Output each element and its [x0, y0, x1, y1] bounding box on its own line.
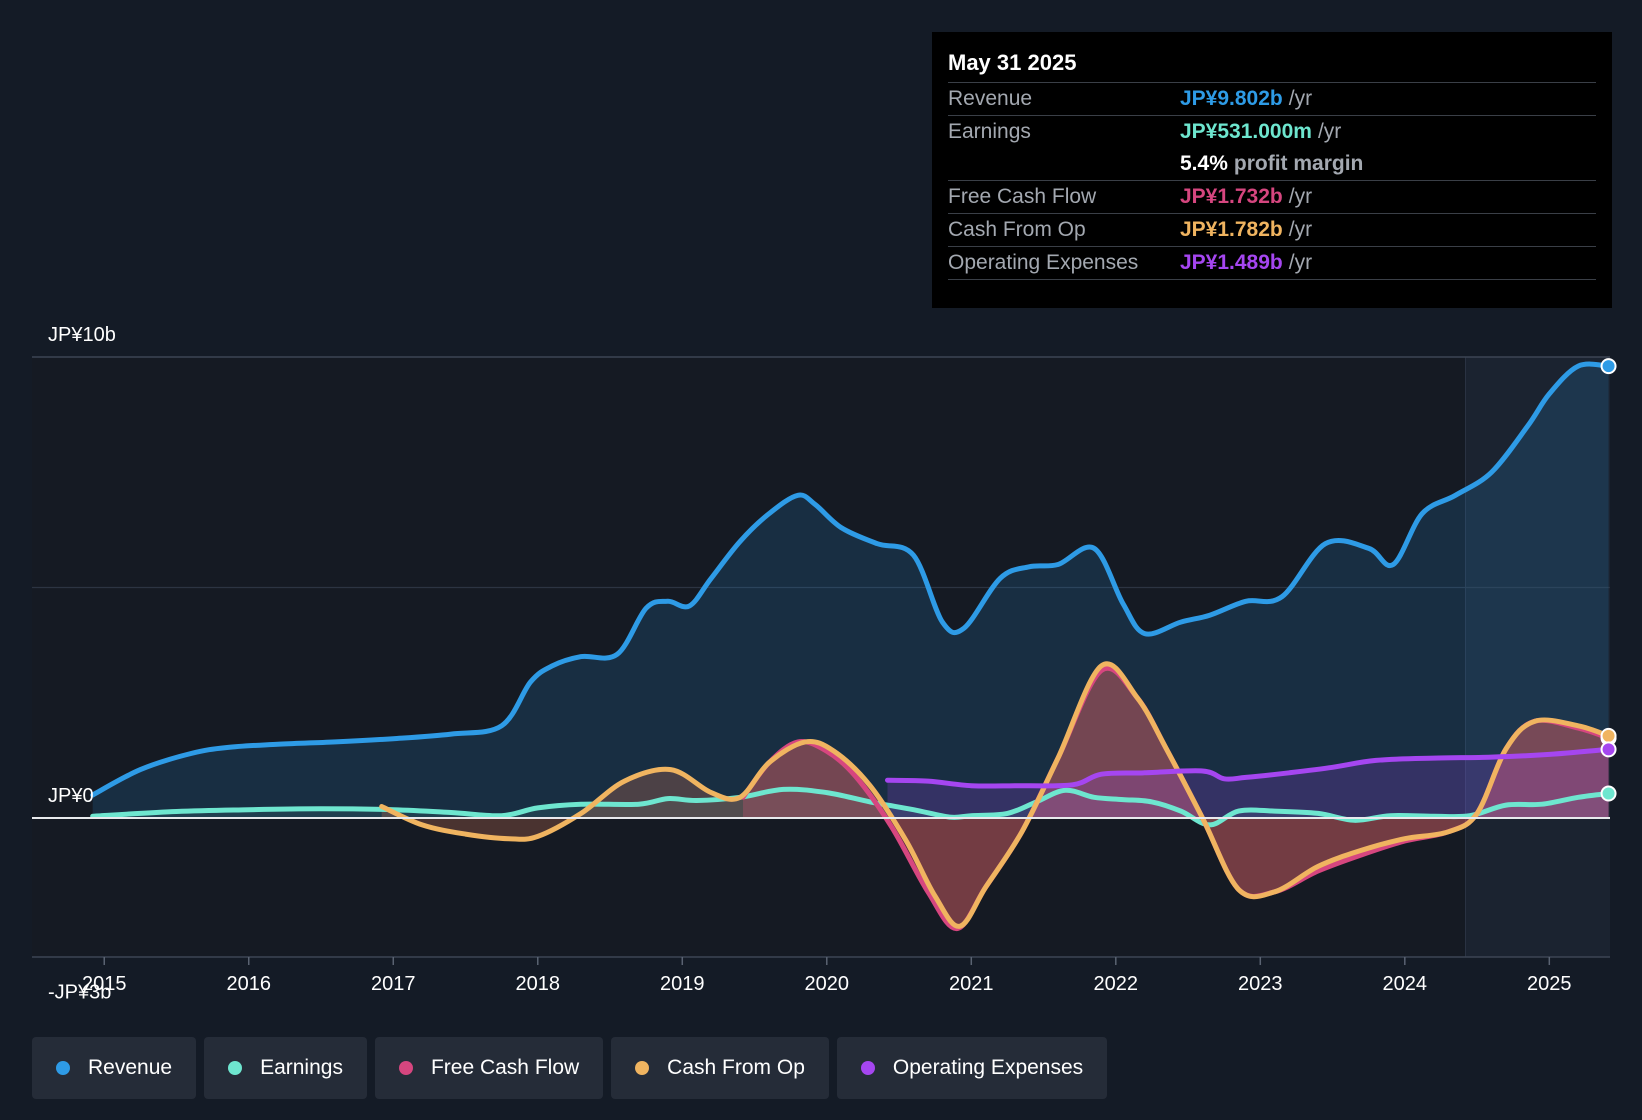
x-tick-label: 2022 [1094, 973, 1139, 995]
tooltip-value: 5.4% [1180, 152, 1228, 175]
legend-item-earnings[interactable]: Earnings [204, 1037, 367, 1099]
legend-item-free-cash-flow[interactable]: Free Cash Flow [374, 1037, 604, 1099]
operating-expenses-end-marker [1600, 741, 1617, 758]
tooltip-value: JP¥1.732b [1180, 185, 1283, 208]
tooltip-row-earnings: Earnings JP¥531.000m /yr [948, 116, 1596, 148]
tooltip-unit: /yr [1288, 218, 1313, 241]
y-tick-label: JP¥0 [48, 785, 94, 807]
tooltip-value: JP¥1.782b [1180, 218, 1283, 241]
earnings-end-marker [1600, 785, 1617, 802]
legend-label: Operating Expenses [892, 1056, 1084, 1079]
y-tick-label: JP¥10b [48, 324, 116, 346]
cash-from-op-end-marker [1600, 727, 1617, 744]
revenue-end-marker [1600, 358, 1617, 375]
tooltip-label: Earnings [948, 120, 1031, 143]
tooltip-row-profit-margin: 5.4% profit margin [948, 148, 1596, 181]
free-cash-flow-dot-icon [398, 1061, 413, 1075]
legend-label: Free Cash Flow [430, 1056, 580, 1079]
tooltip-panel: May 31 2025 Revenue JP¥9.802b /yr Earnin… [932, 32, 1612, 308]
cash-from-op-area [381, 663, 1609, 927]
x-tick-label: 2017 [371, 973, 416, 995]
tooltip-unit: /yr [1317, 120, 1342, 143]
x-tick-label: 2018 [516, 973, 561, 995]
cash-from-op-line [379, 661, 1612, 929]
tooltip-row-revenue: Revenue JP¥9.802b /yr [948, 83, 1596, 116]
legend-label: Cash From Op [667, 1056, 805, 1079]
earnings-line [90, 786, 1612, 828]
tooltip-date: May 31 2025 [948, 48, 1596, 83]
tooltip-row-free-cash-flow: Free Cash Flow JP¥1.732b /yr [948, 181, 1596, 214]
tooltip-label: Free Cash Flow [948, 185, 1097, 208]
tooltip-value: JP¥531.000m [1180, 120, 1312, 143]
tooltip-row-operating-expenses: Operating Expenses JP¥1.489b /yr [948, 247, 1596, 280]
tooltip-row-cash-from-op: Cash From Op JP¥1.782b /yr [948, 214, 1596, 247]
tooltip-unit: profit margin [1233, 152, 1364, 175]
tooltip-label: Cash From Op [948, 218, 1086, 241]
legend: Revenue Earnings Free Cash Flow Cash Fro… [32, 1037, 1108, 1099]
tooltip-unit: /yr [1288, 87, 1313, 110]
x-tick-label: 2019 [660, 973, 705, 995]
tooltip-label: Operating Expenses [948, 251, 1139, 274]
tooltip-value: JP¥1.489b [1180, 251, 1283, 274]
tooltip-value: JP¥9.802b [1180, 87, 1283, 110]
operating-expenses-area [887, 749, 1609, 818]
x-tick-label: 2023 [1238, 973, 1283, 995]
legend-item-cash-from-op[interactable]: Cash From Op [611, 1037, 829, 1099]
cash-from-op-dot-icon [635, 1061, 650, 1075]
legend-item-operating-expenses[interactable]: Operating Expenses [836, 1037, 1108, 1099]
legend-label: Revenue [88, 1056, 173, 1079]
earnings-dot-icon [228, 1061, 243, 1075]
tooltip-label: Revenue [948, 87, 1033, 110]
x-tick-label: 2024 [1383, 973, 1428, 995]
x-tick-label: 2015 [82, 973, 127, 995]
x-tick-label: 2020 [805, 973, 850, 995]
tooltip-unit: /yr [1288, 251, 1313, 274]
x-tick-label: 2021 [949, 973, 994, 995]
legend-item-revenue[interactable]: Revenue [32, 1037, 197, 1099]
x-tick-label: 2016 [227, 973, 272, 995]
forecast-region [1465, 357, 1610, 957]
tooltip-label [948, 148, 1180, 180]
revenue-line [90, 361, 1612, 798]
revenue-area [92, 364, 1609, 818]
tooltip-unit: /yr [1288, 185, 1313, 208]
y-tick-label: -JP¥3b [48, 981, 111, 1003]
operating-expenses-dot-icon [860, 1061, 875, 1075]
legend-label: Earnings [260, 1056, 343, 1079]
revenue-dot-icon [56, 1061, 70, 1075]
free-cash-flow-area [743, 668, 1609, 929]
operating-expenses-line [885, 746, 1612, 789]
x-tick-label: 2025 [1527, 973, 1572, 995]
